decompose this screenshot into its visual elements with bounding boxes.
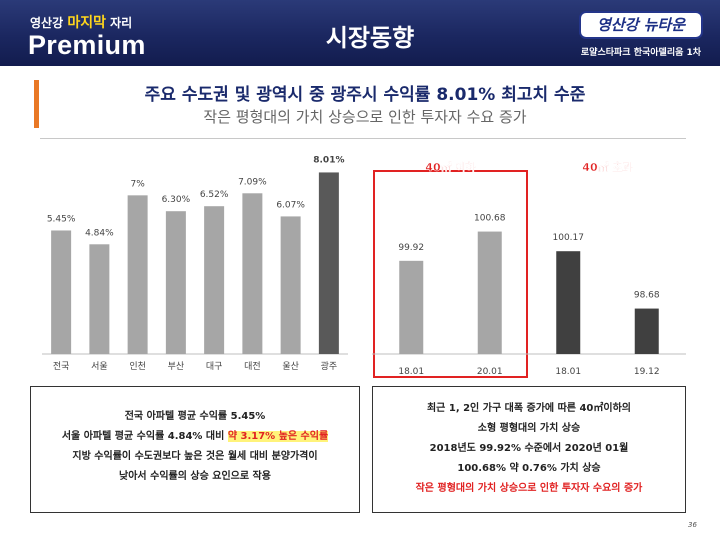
- value-line-3: 2018년도 99.92% 수준에서 2020년 01월: [429, 443, 629, 454]
- chart1-data-label: 6.07%: [276, 200, 305, 210]
- chart1-bar: [318, 172, 339, 354]
- chart2-category-label: 19.12: [634, 367, 660, 377]
- page-number: 36: [688, 521, 697, 529]
- value-bar-chart: 99.92 18.01 100.68 20.01 100.17 18.01 98.68 19.…: [372, 160, 686, 378]
- chart1-category-label: 부산: [168, 361, 185, 372]
- chart2-bar: [556, 251, 581, 354]
- yield-line-2-text: 서울 아파텔 평균 수익률 4.84% 대비: [61, 431, 228, 442]
- project-logo: 영산강 뉴타운: [579, 11, 703, 39]
- chart2-data-label: 100.68: [474, 214, 506, 224]
- divider: [40, 138, 686, 139]
- chart1-category-label: 전국: [53, 361, 70, 372]
- chart2-category-label: 20.01: [477, 367, 503, 377]
- chart1-data-label: 4.84%: [85, 228, 114, 238]
- subtitle-highlight: 마지막: [67, 15, 106, 31]
- yield-line-2: 서울 아파텔 평균 수익률 4.84% 대비 약 3.17% 높은 수익률: [31, 427, 359, 447]
- chart2-bar: [477, 231, 502, 354]
- chart2-group-label: 40㎡ 초과: [582, 160, 632, 174]
- chart1-category-label: 서울: [91, 361, 108, 372]
- chart2-data-label: 99.92: [398, 243, 424, 253]
- yield-line-1: 전국 아파텔 평균 수익률 5.45%: [124, 411, 266, 422]
- header-banner: 영산강 마지막 자리 Premium 시장동향 영산강 뉴타운 로얄스타파크 한…: [0, 0, 720, 66]
- headline-accent-bar: [34, 80, 39, 128]
- chart2-data-label: 100.17: [553, 233, 585, 243]
- chart2-data-label: 98.68: [634, 291, 660, 301]
- yield-highlight: 약 3.17% 높은 수익률: [227, 431, 329, 442]
- chart1-data-label: 5.45%: [47, 214, 76, 224]
- subheadline: 작은 평형대의 가치 상승으로 인한 투자자 수요 증가: [203, 108, 527, 126]
- value-line-1: 최근 1, 2인 가구 대폭 증가에 따른 40㎡이하의: [426, 403, 631, 414]
- header-subtitle: 영산강 마지막 자리: [30, 12, 132, 32]
- value-summary-box: 최근 1, 2인 가구 대폭 증가에 따른 40㎡이하의 소형 평형대의 가치 …: [372, 386, 686, 513]
- chart1-category-label: 인천: [129, 361, 146, 372]
- chart1-bar: [280, 216, 301, 354]
- chart1-bar: [204, 206, 225, 354]
- chart2-bar: [399, 260, 424, 354]
- chart1-category-label: 대전: [244, 361, 261, 372]
- chart1-data-label: 7.09%: [238, 177, 267, 187]
- value-line-5: 작은 평형대의 가치 상승으로 인한 투자자 수요의 증가: [415, 483, 643, 494]
- subtitle-suffix: 자리: [110, 16, 133, 30]
- value-line-4: 100.68% 약 0.76% 가치 상승: [457, 463, 601, 474]
- chart1-data-label: 7%: [130, 179, 145, 189]
- chart2-group-label: 40㎡ 이하: [425, 160, 476, 174]
- page-title: 시장동향: [325, 24, 415, 52]
- project-sublogo: 로얄스타파크 한국아델리움 1차: [580, 48, 702, 58]
- chart1-data-label: 6.30%: [162, 195, 191, 205]
- chart1-bar: [51, 230, 72, 354]
- headline: 주요 수도권 및 광역시 중 광주시 수익률 8.01% 최고치 수준: [144, 85, 586, 105]
- yield-line-3: 지방 수익률이 수도권보다 높은 것은 월세 대비 분양가격이: [72, 451, 318, 462]
- yield-line-4: 낮아서 수익률의 상승 요인으로 작용: [119, 471, 271, 482]
- chart2-group-frame: [373, 170, 528, 378]
- chart1-category-label: 울산: [282, 361, 299, 372]
- chart2-category-label: 18.01: [555, 367, 581, 377]
- brand-title: Premium: [28, 30, 146, 60]
- subtitle-prefix: 영산강: [30, 16, 64, 30]
- chart2-bar: [634, 308, 659, 354]
- chart1-category-label: 광주: [321, 360, 338, 372]
- yield-summary-box: 전국 아파텔 평균 수익률 5.45% 서울 아파텔 평균 수익률 4.84% …: [30, 386, 360, 513]
- chart1-bar: [165, 211, 186, 354]
- value-line-2: 소형 평형대의 가치 상승: [477, 423, 581, 434]
- yield-bar-chart: 5.45% 전국 4.84% 서울 7% 인천 6.30% 부산 6.52% 대구 7.09% 대전 6…: [42, 155, 348, 372]
- chart1-data-label: 6.52%: [200, 190, 229, 200]
- chart1-category-label: 대구: [206, 361, 223, 372]
- chart2-category-label: 18.01: [398, 367, 424, 377]
- chart1-data-label: 8.01%: [313, 155, 344, 165]
- chart1-bar: [127, 195, 148, 354]
- chart1-bar: [89, 244, 110, 354]
- chart1-bar: [242, 193, 263, 354]
